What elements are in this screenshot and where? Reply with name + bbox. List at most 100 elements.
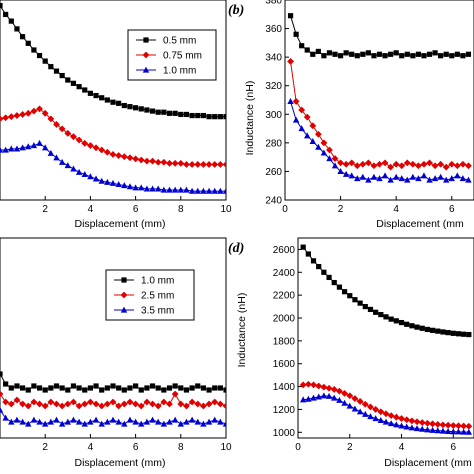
data-point — [437, 173, 444, 180]
data-point — [320, 392, 328, 399]
y-tick-label: 240 — [265, 196, 282, 207]
data-point — [115, 152, 123, 159]
data-point — [392, 413, 400, 421]
data-point — [36, 385, 43, 391]
data-point — [223, 114, 226, 120]
data-point — [404, 321, 410, 327]
data-point — [216, 161, 224, 168]
data-point — [460, 428, 467, 435]
data-point — [171, 186, 179, 193]
data-point — [149, 185, 156, 192]
data-point — [8, 18, 14, 24]
data-point — [172, 110, 178, 116]
data-point — [2, 414, 9, 421]
data-point — [448, 160, 456, 168]
data-point — [426, 176, 433, 183]
data-point — [299, 43, 305, 49]
data-point — [443, 51, 449, 57]
data-point — [42, 58, 48, 64]
data-point — [200, 420, 207, 427]
data-point — [87, 173, 94, 180]
data-point — [0, 406, 4, 413]
data-point — [376, 51, 383, 57]
data-point — [398, 422, 405, 429]
data-point — [419, 425, 426, 432]
data-point — [424, 419, 431, 427]
panel-c: 2 4 6 8 10 Displacement (mm) 1.0 mm 2.5 mm 3.5… — [0, 237, 232, 469]
data-point — [70, 416, 77, 423]
data-point — [448, 175, 455, 182]
x-tick-label: 0 — [295, 442, 301, 453]
data-point — [356, 398, 364, 405]
data-point — [99, 95, 105, 101]
panel-c-xticks: 2 4 6 8 10 — [42, 434, 232, 453]
y-tick-label: 380 — [265, 0, 282, 7]
data-point — [356, 408, 364, 415]
data-point — [373, 309, 379, 315]
data-point — [372, 406, 380, 413]
panel-d-frame — [297, 237, 474, 439]
data-point — [160, 420, 168, 427]
data-point — [58, 402, 66, 410]
data-point — [7, 113, 15, 121]
panel-b-xlabel: Displacement (mm — [376, 218, 464, 230]
data-point — [337, 53, 344, 59]
data-point — [455, 331, 462, 337]
data-point — [24, 109, 32, 117]
x-tick-label: 6 — [133, 204, 139, 215]
data-point — [346, 402, 353, 409]
data-point — [403, 423, 410, 430]
data-point — [387, 420, 395, 427]
data-point — [19, 418, 26, 425]
data-point — [93, 92, 99, 99]
data-point — [149, 400, 156, 408]
data-point — [195, 112, 201, 119]
data-point — [155, 385, 161, 391]
data-point — [189, 385, 195, 391]
data-point — [188, 187, 196, 194]
panel-b: 0 2 4 6 240 260 280 300 320 340 360 380 Displaceme… — [228, 0, 474, 230]
data-point — [382, 410, 390, 418]
legend-label: 1.0 mm — [163, 66, 196, 77]
data-point — [132, 155, 139, 163]
data-point — [25, 420, 32, 427]
data-point — [8, 418, 15, 425]
data-point — [409, 160, 417, 168]
data-point — [138, 106, 144, 112]
data-point — [19, 144, 26, 151]
legend-label: 0.75 mm — [163, 51, 202, 62]
data-point — [381, 159, 389, 167]
data-point — [459, 175, 467, 182]
data-point — [450, 330, 456, 336]
x-tick-label: 0 — [282, 204, 288, 215]
y-tick-label: 340 — [265, 53, 282, 64]
data-point — [320, 149, 328, 156]
data-point — [413, 418, 421, 426]
data-point — [138, 420, 145, 427]
x-tick-label: 2 — [42, 442, 48, 453]
data-point — [435, 328, 441, 334]
data-point — [352, 297, 358, 303]
data-point — [205, 400, 213, 408]
data-point — [426, 159, 433, 167]
data-point — [92, 175, 100, 182]
legend-marker — [143, 37, 149, 43]
data-point — [138, 387, 144, 393]
data-point — [437, 160, 445, 168]
data-point — [160, 186, 168, 193]
data-point — [64, 418, 71, 425]
data-point — [53, 68, 60, 74]
data-point — [41, 402, 49, 410]
data-point — [465, 428, 473, 435]
y-tick-label: 280 — [265, 138, 282, 149]
data-point — [459, 160, 467, 168]
data-point — [0, 146, 4, 153]
x-tick-label: 4 — [88, 204, 94, 215]
data-point — [347, 293, 353, 299]
data-point — [346, 392, 354, 400]
y-tick-label: 2600 — [273, 245, 296, 256]
data-point — [367, 403, 374, 411]
data-point — [81, 420, 88, 427]
data-point — [7, 400, 15, 408]
panel-a-xticks: 2 4 6 8 10 — [42, 196, 232, 215]
